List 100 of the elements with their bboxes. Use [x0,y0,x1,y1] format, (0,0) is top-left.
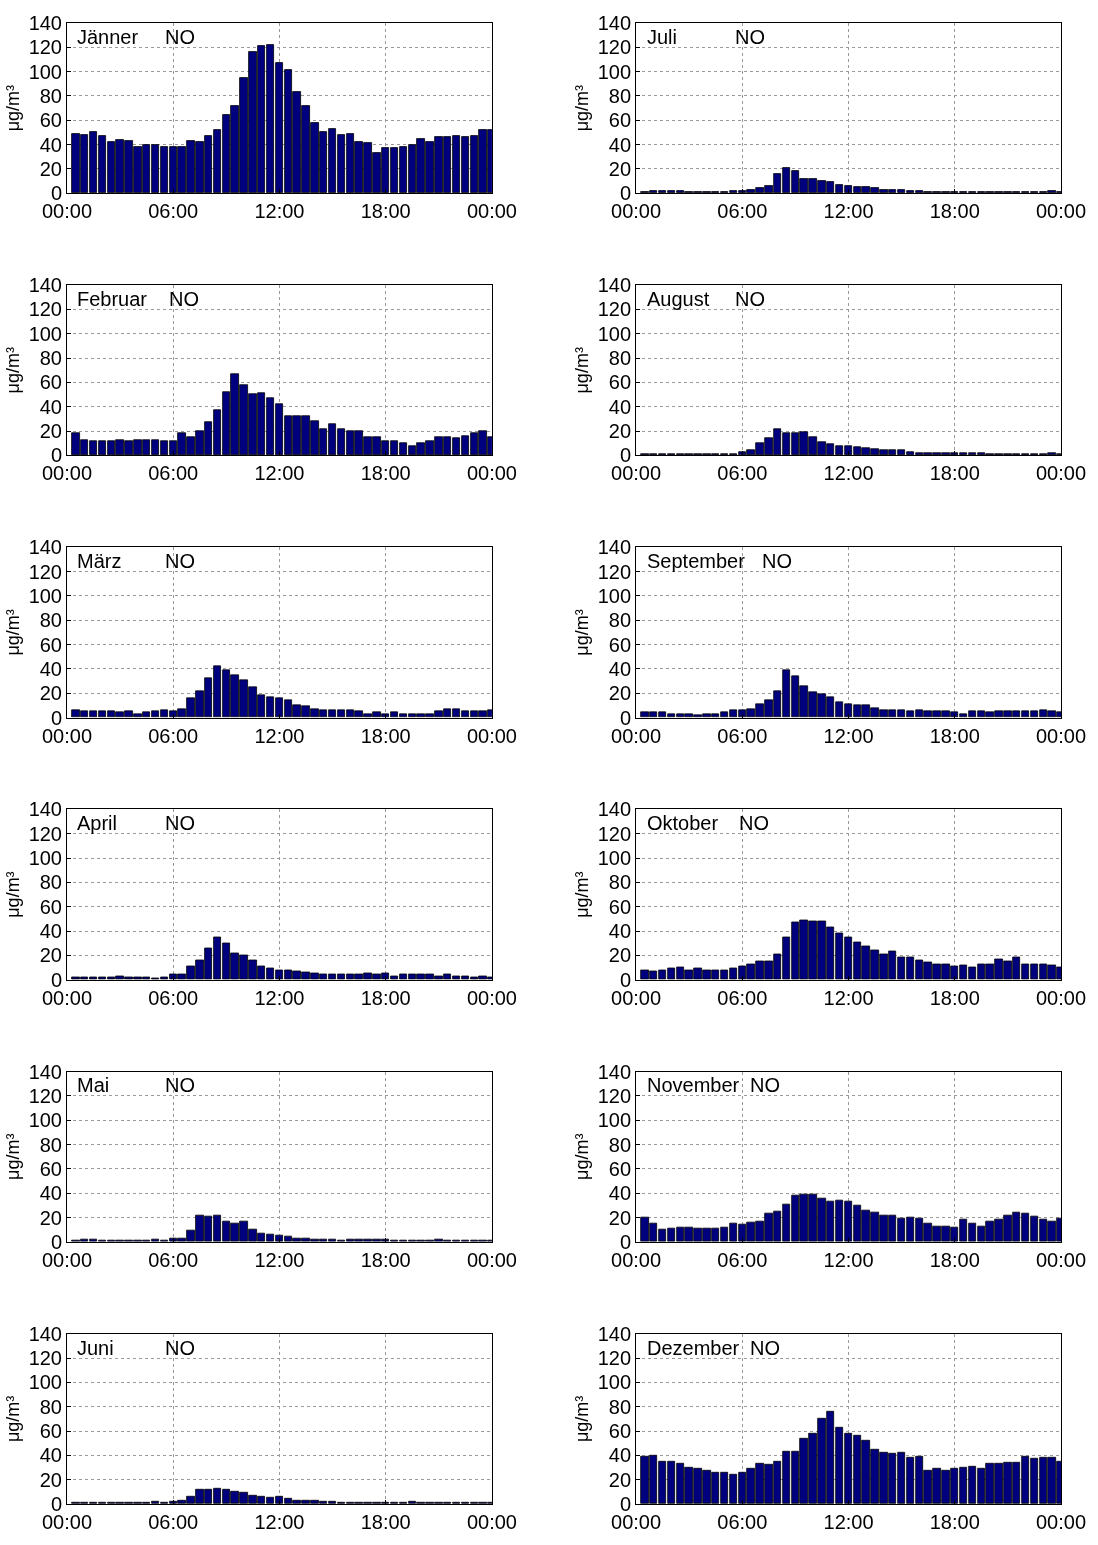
x-tick-label: 18:00 [360,200,411,223]
chart-subtitle: NO [762,550,792,572]
x-tick-label: 18:00 [360,462,411,485]
y-axis-title: μg/m³ [2,84,23,132]
chart-title: November [647,1074,740,1096]
chart-subtitle: NO [739,812,769,834]
x-tick-label: 12:00 [254,1248,305,1271]
y-tick-label: 120 [28,1084,62,1107]
x-tick-label: 18:00 [929,986,980,1009]
x-tick-label: 12:00 [254,200,305,223]
y-tick-label: 120 [597,560,632,583]
y-tick-label: 20 [608,157,632,180]
x-tick-label: 00:00 [466,724,517,747]
y-tick-label: 20 [608,944,632,967]
y-tick-label: 100 [597,1109,632,1132]
chart-subtitle: NO [750,1337,780,1359]
y-tick-label: 80 [608,347,632,370]
chart-subtitle: NO [750,1074,780,1096]
y-tick-label: 80 [39,347,62,370]
y-tick-label: 120 [28,1347,62,1370]
y-tick-label: 80 [608,1395,632,1418]
x-tick-label: 06:00 [148,462,199,485]
y-tick-label: 60 [39,1420,62,1443]
x-tick-label: 06:00 [148,986,199,1009]
y-tick-label: 140 [28,1322,62,1345]
x-tick-label: 12:00 [823,1248,874,1271]
y-tick-label: 40 [608,133,632,156]
y-tick-label: 140 [597,536,632,559]
y-tick-label: 60 [608,109,632,132]
x-tick-label: 06:00 [717,1511,768,1533]
y-tick-label: 20 [39,157,62,180]
x-tick-label: 12:00 [823,724,874,747]
y-tick-label: 140 [28,12,62,34]
y-tick-label: 60 [39,109,62,132]
chart-subtitle: NO [165,550,195,572]
y-tick-label: 20 [39,682,62,705]
y-tick-label: 60 [608,371,632,394]
x-tick-label: 00:00 [1035,986,1087,1009]
y-tick-label: 60 [39,1157,62,1180]
x-tick-label: 00:00 [1035,462,1087,485]
x-tick-label: 00:00 [1035,200,1087,223]
chart-title: Juni [77,1337,114,1359]
y-tick-label: 100 [28,1371,62,1394]
y-axis-title: μg/m³ [571,347,592,394]
x-tick-label: 18:00 [929,200,980,223]
y-tick-label: 40 [39,133,62,156]
x-tick-label: 18:00 [929,1511,980,1533]
y-tick-label: 140 [28,1060,62,1083]
y-tick-label: 60 [39,895,62,918]
y-axis-title: μg/m³ [571,871,592,918]
y-tick-label: 60 [608,1157,632,1180]
y-tick-label: 100 [597,60,632,83]
chart-title: Dezember [647,1337,740,1359]
x-tick-label: 06:00 [148,1248,199,1271]
x-tick-label: 18:00 [929,1248,980,1271]
chart-title: September [647,550,746,572]
y-tick-label: 100 [28,60,62,83]
x-tick-label: 18:00 [929,724,980,747]
y-tick-label: 40 [39,920,62,943]
y-tick-label: 40 [608,1182,632,1205]
x-tick-label: 06:00 [717,724,768,747]
y-tick-label: 140 [597,12,632,34]
y-tick-label: 140 [597,1322,632,1345]
y-tick-label: 120 [597,36,632,59]
y-tick-label: 80 [608,84,632,107]
y-tick-label: 80 [39,84,62,107]
y-tick-label: 60 [608,895,632,918]
y-tick-label: 60 [39,371,62,394]
chart-subtitle: NO [735,26,765,48]
y-tick-label: 80 [39,609,62,632]
y-tick-label: 40 [39,395,62,418]
y-tick-label: 120 [597,1347,632,1370]
y-tick-label: 80 [39,1133,62,1156]
y-tick-label: 120 [597,822,632,845]
x-tick-label: 00:00 [466,200,517,223]
y-tick-label: 20 [608,420,632,443]
chart-title: März [77,550,122,572]
x-tick-label: 00:00 [466,1511,517,1533]
chart-subtitle: NO [165,26,195,48]
y-tick-label: 20 [608,682,632,705]
y-axis-title: μg/m³ [2,347,23,394]
y-tick-label: 100 [597,322,632,345]
x-tick-label: 12:00 [823,986,874,1009]
y-tick-label: 20 [608,1468,632,1491]
y-tick-label: 20 [39,1206,62,1229]
x-tick-label: 06:00 [717,200,768,223]
x-tick-label: 00:00 [466,462,517,485]
x-tick-label: 00:00 [1035,724,1087,747]
y-axis-title: μg/m³ [2,1133,23,1180]
chart-title: Mai [77,1074,110,1096]
x-tick-label: 00:00 [1035,1248,1087,1271]
y-tick-label: 100 [28,322,62,345]
y-tick-label: 60 [608,1420,632,1443]
y-tick-label: 140 [28,274,62,297]
y-tick-label: 20 [39,944,62,967]
x-tick-label: 12:00 [823,200,874,223]
x-tick-label: 00:00 [466,1248,517,1271]
y-axis-title: μg/m³ [2,1395,23,1443]
x-tick-label: 12:00 [254,724,305,747]
y-tick-label: 40 [39,657,62,680]
